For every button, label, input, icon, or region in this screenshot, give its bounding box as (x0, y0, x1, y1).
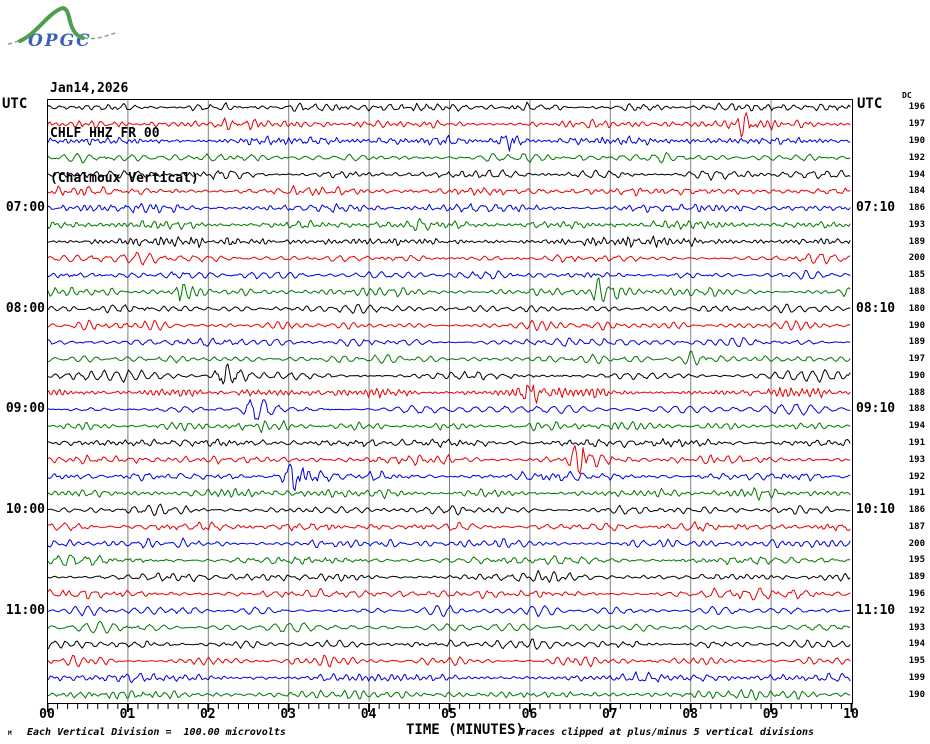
dc-value: 188 (908, 387, 925, 398)
dc-value: 196 (908, 588, 925, 599)
scale-note: Each Vertical Division = 100.00 microvol… (27, 727, 286, 738)
hour-label-right: 10:10 (856, 502, 896, 518)
x-axis-title: TIME (MINUTES) (406, 722, 525, 738)
dc-value: 192 (908, 152, 925, 163)
dc-value: 195 (908, 656, 925, 667)
trace-row (47, 134, 851, 152)
seismogram-plot (47, 99, 853, 715)
dc-value: 193 (908, 454, 925, 465)
clip-note: Traces clipped at plus/minus 5 vertical … (519, 727, 815, 738)
trace-row (47, 420, 851, 434)
dc-value: 196 (908, 102, 925, 113)
trace-row (47, 384, 851, 404)
trace-row (47, 350, 851, 366)
trace-row (47, 202, 851, 214)
trace-row (47, 689, 851, 701)
trace-row (47, 235, 851, 248)
dc-value: 197 (908, 119, 925, 130)
trace-row (47, 251, 851, 266)
trace-row (47, 101, 851, 112)
dc-value: 191 (908, 488, 925, 499)
seismogram-traces (47, 99, 853, 712)
utc-label-right: UTC (857, 96, 883, 112)
utc-label-left: UTC (2, 96, 28, 112)
dc-value: 193 (908, 219, 925, 230)
trace-row (47, 152, 851, 164)
dc-value: 188 (908, 404, 925, 415)
hour-label-left: 11:00 (5, 602, 45, 618)
trace-row (47, 638, 851, 651)
hour-label-left: 07:00 (5, 200, 45, 216)
corner-mark: M (8, 730, 12, 737)
dc-value: 189 (908, 236, 925, 247)
trace-row (47, 587, 851, 601)
trace-row (47, 319, 851, 332)
dc-value: 191 (908, 437, 925, 448)
trace-row (47, 554, 851, 566)
dc-value: 193 (908, 622, 925, 633)
dc-value: 180 (908, 303, 925, 314)
trace-row (47, 337, 851, 347)
hour-label-right: 09:10 (856, 401, 896, 417)
trace-row (47, 185, 851, 197)
dc-value: 197 (908, 354, 925, 365)
dc-column-header: DC (902, 91, 912, 100)
trace-row (47, 438, 851, 449)
dc-value: 186 (908, 505, 925, 516)
trace-row (47, 303, 851, 314)
trace-row (47, 503, 851, 517)
dc-value: 184 (908, 186, 925, 197)
logo-curve-icon: OPGC (7, 6, 119, 51)
dc-value: 188 (908, 286, 925, 297)
trace-row (47, 277, 851, 303)
trace-row (47, 537, 851, 549)
hour-label-right: 11:10 (856, 602, 896, 618)
dc-value: 187 (908, 521, 925, 532)
dc-value: 186 (908, 203, 925, 214)
trace-row (47, 217, 851, 232)
trace-row (47, 399, 851, 420)
dc-value: 190 (908, 135, 925, 146)
trace-row (47, 671, 851, 684)
trace-row (47, 654, 851, 668)
dc-value: 190 (908, 320, 925, 331)
logo-text: OPGC (28, 31, 92, 51)
hour-label-left: 09:00 (5, 401, 45, 417)
trace-row (47, 169, 851, 181)
header-date: Jan14,2026 (50, 81, 129, 96)
hour-label-right: 08:10 (856, 300, 896, 316)
trace-row (47, 570, 851, 583)
trace-row (47, 521, 851, 532)
dc-value: 199 (908, 672, 925, 683)
trace-row (47, 269, 851, 280)
dc-value: 189 (908, 337, 925, 348)
dc-value: 194 (908, 639, 925, 650)
trace-row (47, 463, 851, 491)
dc-value: 189 (908, 572, 925, 583)
trace-row (47, 112, 851, 138)
trace-row (47, 363, 851, 385)
trace-row (47, 445, 851, 475)
dc-value: 194 (908, 169, 925, 180)
dc-value: 190 (908, 689, 925, 700)
opgc-logo: OPGC (6, 3, 124, 53)
hour-label-right: 07:10 (856, 200, 896, 216)
dc-value: 195 (908, 555, 925, 566)
dc-value: 185 (908, 270, 925, 281)
dc-value: 190 (908, 370, 925, 381)
trace-row (47, 620, 851, 634)
dc-value: 194 (908, 421, 925, 432)
dc-value: 192 (908, 471, 925, 482)
trace-row (47, 604, 851, 618)
dc-value: 192 (908, 605, 925, 616)
dc-value: 200 (908, 538, 925, 549)
hour-label-left: 08:00 (5, 300, 45, 316)
dc-value: 200 (908, 253, 925, 264)
hour-label-left: 10:00 (5, 502, 45, 518)
trace-row (47, 487, 851, 501)
